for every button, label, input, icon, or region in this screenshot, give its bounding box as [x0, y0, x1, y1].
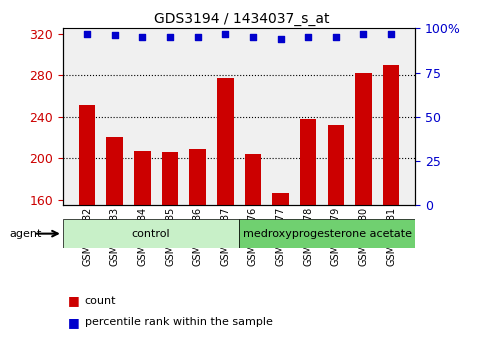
Bar — [300, 119, 316, 205]
Point — [166, 34, 174, 40]
Bar — [355, 73, 372, 205]
Point — [221, 31, 229, 36]
Text: ■: ■ — [68, 295, 79, 307]
Text: percentile rank within the sample: percentile rank within the sample — [85, 317, 272, 327]
Bar — [217, 78, 234, 205]
Point — [249, 34, 257, 40]
Bar — [272, 193, 289, 205]
Bar — [189, 149, 206, 205]
Text: GDS3194 / 1434037_s_at: GDS3194 / 1434037_s_at — [154, 12, 329, 27]
Text: count: count — [85, 296, 116, 306]
Point — [277, 36, 284, 42]
Point — [332, 34, 340, 40]
Bar — [244, 154, 261, 205]
Point — [111, 33, 119, 38]
Text: medroxyprogesterone acetate: medroxyprogesterone acetate — [243, 229, 412, 239]
Point — [139, 34, 146, 40]
FancyBboxPatch shape — [63, 219, 239, 248]
Point — [304, 34, 312, 40]
Bar — [383, 65, 399, 205]
Text: agent: agent — [10, 229, 42, 239]
Point — [83, 31, 91, 36]
Bar — [106, 137, 123, 205]
Bar — [79, 105, 96, 205]
Text: control: control — [132, 229, 170, 239]
Point — [387, 31, 395, 36]
Bar — [162, 152, 178, 205]
Bar — [134, 151, 151, 205]
Text: ■: ■ — [68, 316, 79, 329]
FancyBboxPatch shape — [239, 219, 415, 248]
Bar — [327, 125, 344, 205]
Point — [359, 31, 367, 36]
Point — [194, 34, 201, 40]
